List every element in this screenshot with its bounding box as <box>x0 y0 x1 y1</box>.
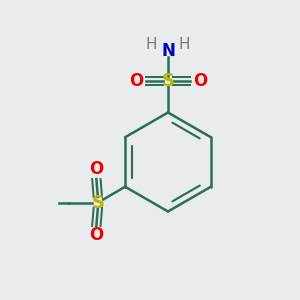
Text: O: O <box>89 160 103 178</box>
Text: O: O <box>89 226 103 244</box>
Text: O: O <box>129 72 143 90</box>
Text: H: H <box>146 37 157 52</box>
Text: S: S <box>92 194 104 211</box>
Text: N: N <box>161 42 175 60</box>
Text: S: S <box>161 72 175 90</box>
Text: H: H <box>179 37 190 52</box>
Text: O: O <box>193 72 207 90</box>
